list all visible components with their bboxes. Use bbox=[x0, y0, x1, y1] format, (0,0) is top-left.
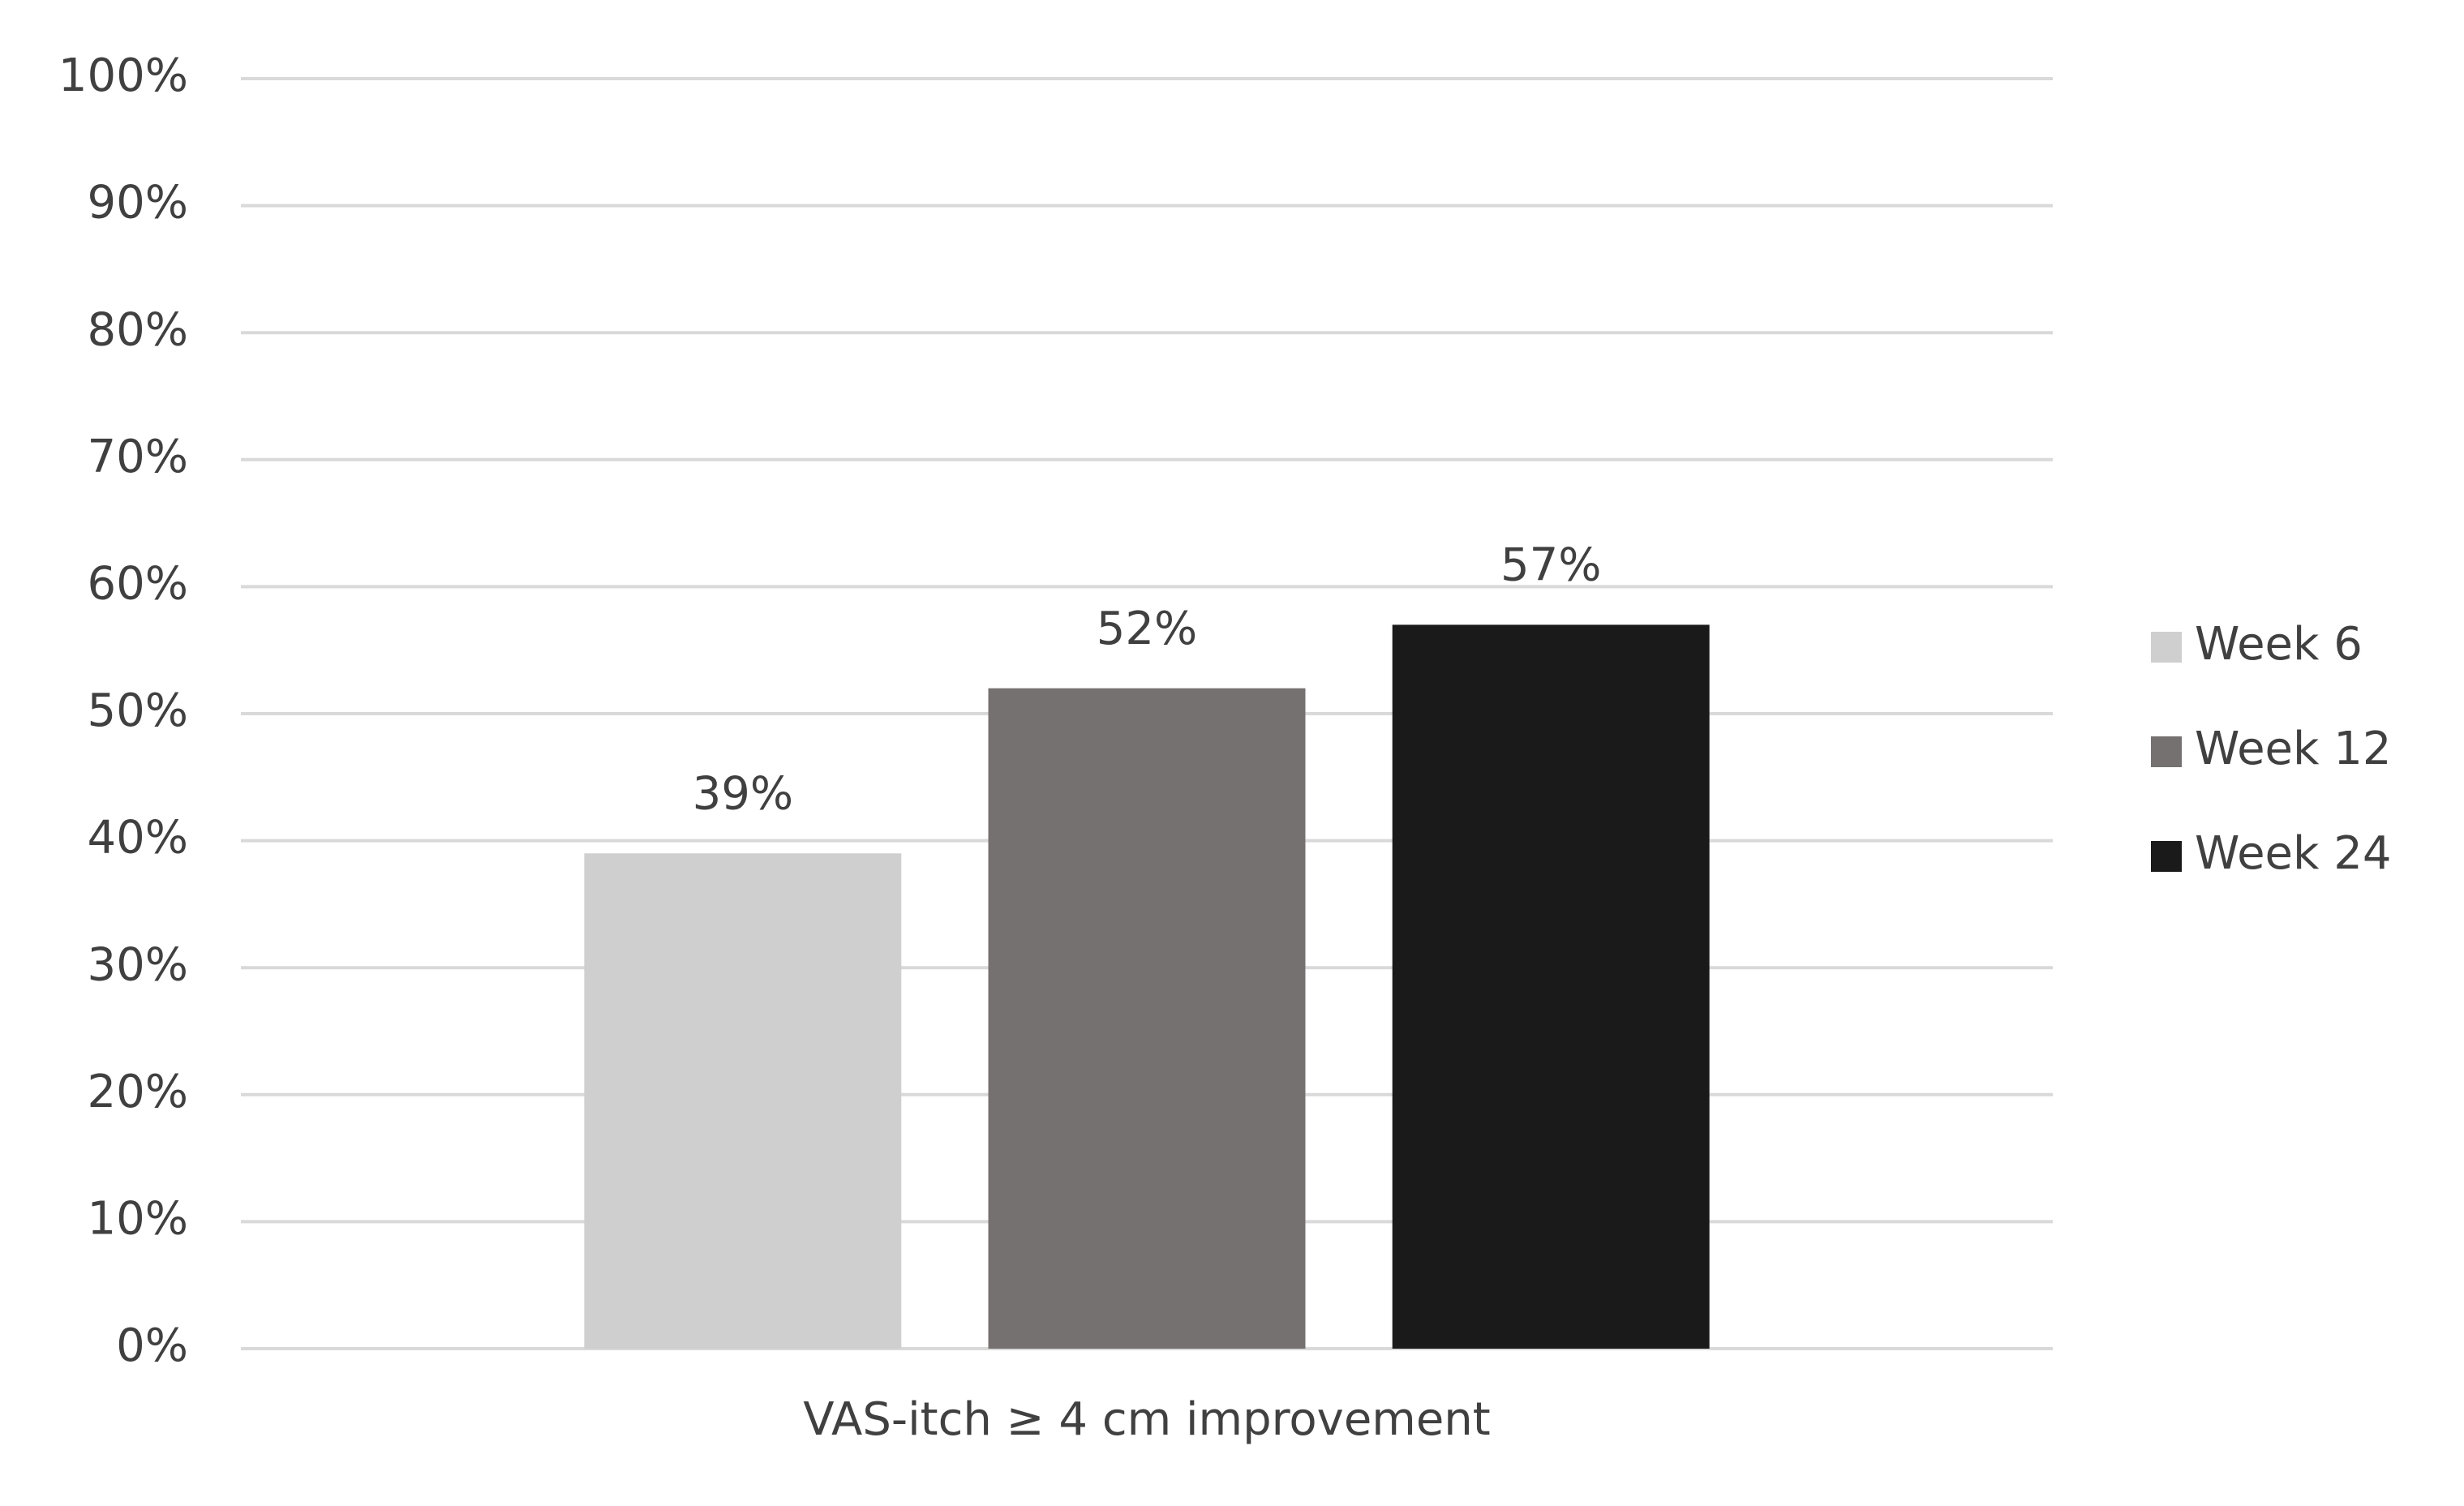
bar bbox=[1392, 624, 1710, 1349]
y-tick-label: 30% bbox=[88, 938, 188, 991]
y-tick-label: 80% bbox=[88, 303, 188, 356]
legend-swatch bbox=[2151, 632, 2182, 663]
bar bbox=[584, 853, 902, 1349]
legend-swatch bbox=[2151, 841, 2182, 872]
y-tick-label: 0% bbox=[116, 1319, 188, 1372]
legend-label: Week 6 bbox=[2195, 618, 2363, 671]
y-tick-label: 20% bbox=[88, 1066, 188, 1118]
y-tick-label: 90% bbox=[88, 177, 188, 230]
data-label: 57% bbox=[1500, 539, 1601, 592]
y-tick-label: 100% bbox=[58, 49, 188, 102]
y-tick-label: 10% bbox=[88, 1193, 188, 1246]
legend-label: Week 24 bbox=[2195, 827, 2391, 880]
data-label: 39% bbox=[693, 767, 793, 820]
data-label: 52% bbox=[1097, 603, 1197, 655]
legend-swatch bbox=[2151, 736, 2182, 767]
y-tick-label: 60% bbox=[88, 558, 188, 611]
y-tick-label: 40% bbox=[88, 812, 188, 865]
bar bbox=[988, 688, 1306, 1349]
legend-label: Week 12 bbox=[2195, 723, 2391, 775]
y-tick-label: 70% bbox=[88, 431, 188, 483]
y-tick-label: 50% bbox=[88, 684, 188, 737]
x-tick-label: VAS-itch ≥ 4 cm improvement bbox=[803, 1393, 1490, 1446]
